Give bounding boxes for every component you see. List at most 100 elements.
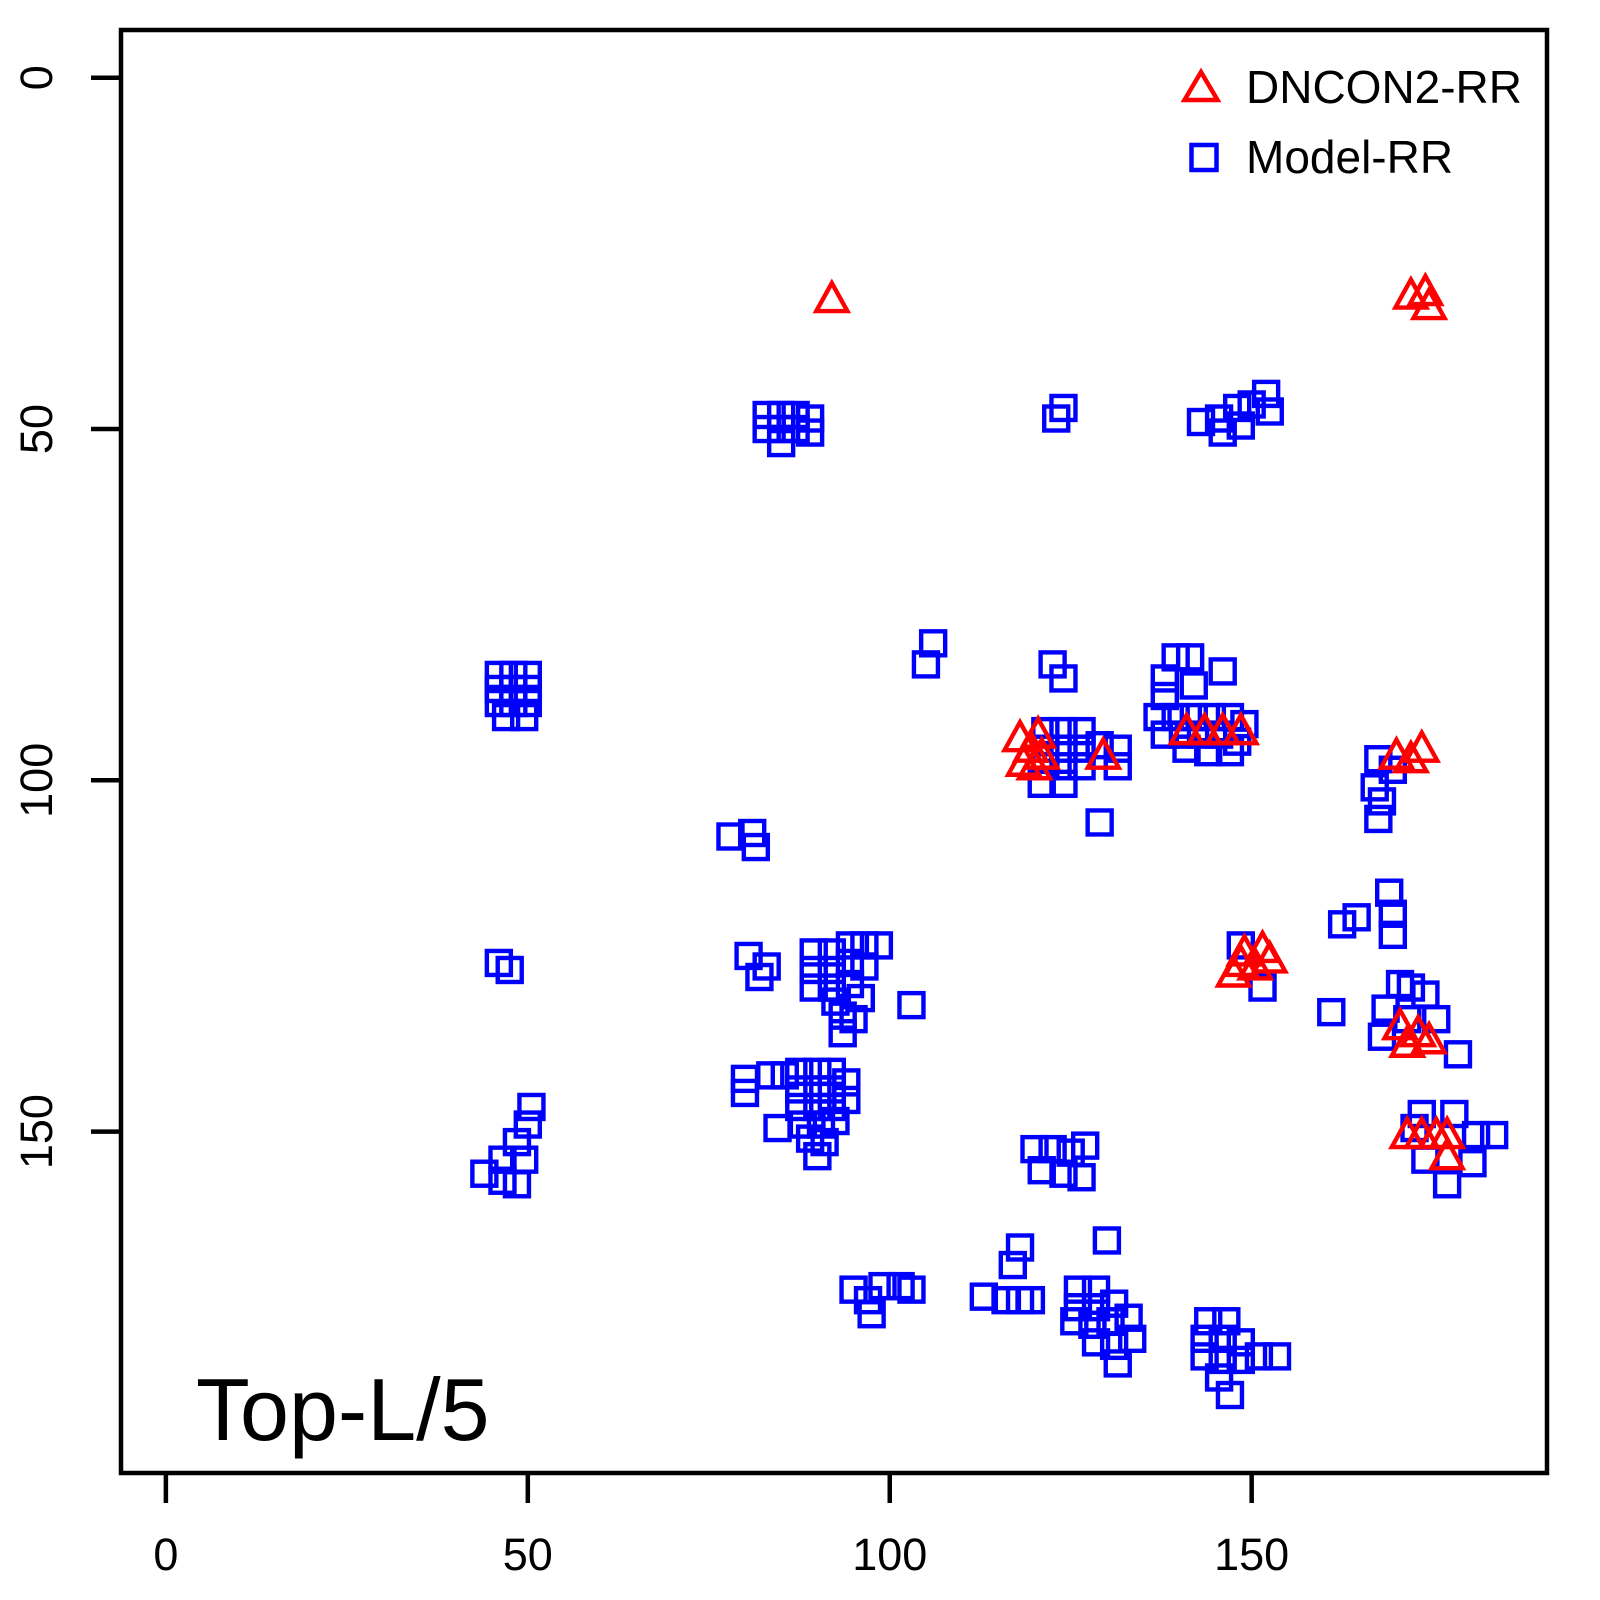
model-rr-point xyxy=(795,1124,825,1153)
model-rr-point xyxy=(502,1127,532,1157)
dncon2-rr-point xyxy=(1214,952,1253,988)
y-tick-label: 0 xyxy=(11,65,62,90)
y-tick-label: 100 xyxy=(11,743,62,818)
model-rr-point xyxy=(1215,1380,1245,1410)
model-rr-point xyxy=(803,1075,832,1104)
dncon2-rr-point xyxy=(1084,735,1123,770)
model-rr-point xyxy=(1317,997,1346,1027)
model-rr-point xyxy=(1172,734,1201,763)
model-rr-point xyxy=(969,1282,999,1311)
model-rr-point xyxy=(470,1159,499,1188)
model-rr-point xyxy=(517,1092,546,1122)
plot-title: Top-L/5 xyxy=(196,1360,490,1459)
model-rr-point xyxy=(1208,657,1237,686)
model-rr-point xyxy=(509,702,539,732)
model-rr-point xyxy=(1092,1226,1122,1255)
model-rr-point xyxy=(1190,1342,1219,1371)
dncon2-rr-point xyxy=(1406,271,1445,307)
model-rr-point xyxy=(1215,738,1245,767)
model-rr-point xyxy=(1194,1307,1223,1336)
y-tick-label: 150 xyxy=(11,1094,62,1169)
y-axis: 0 50 100 150 xyxy=(11,65,121,1169)
model-rr-point xyxy=(1049,1159,1078,1188)
model-rr-point xyxy=(1327,910,1357,939)
dncon2-rr-point xyxy=(1236,945,1275,981)
model-rr-point xyxy=(1458,1148,1487,1178)
model-rr-point xyxy=(1063,1275,1093,1304)
model-rr-point xyxy=(799,938,828,967)
legend-label-dncon2: DNCON2-RR xyxy=(1246,61,1522,113)
model-rr-point xyxy=(918,629,948,658)
model-rr-point xyxy=(1049,769,1078,799)
model-rr-point xyxy=(766,428,796,458)
model-rr-point xyxy=(835,948,865,978)
model-rr-point xyxy=(1212,1307,1241,1336)
model-rr-point xyxy=(785,1057,814,1087)
legend-label-model: Model-RR xyxy=(1246,131,1453,183)
dncon2-rr-series xyxy=(812,271,1467,1171)
model-rr-point xyxy=(850,931,879,960)
model-rr-point xyxy=(1081,1328,1111,1357)
model-rr-point xyxy=(1208,1324,1237,1354)
model-rr-point xyxy=(756,1061,785,1090)
model-rr-point xyxy=(1016,1285,1046,1315)
model-rr-point xyxy=(1367,787,1397,816)
model-rr-point xyxy=(1226,931,1256,960)
model-rr-point xyxy=(763,1113,792,1143)
model-rr-point xyxy=(897,990,926,1020)
model-rr-point xyxy=(911,650,941,679)
model-rr-point xyxy=(1364,804,1393,834)
model-rr-point xyxy=(1027,769,1056,799)
model-rr-point xyxy=(1060,1307,1089,1336)
model-rr-point xyxy=(1208,1345,1237,1375)
dncon2-rr-point xyxy=(1203,710,1242,746)
model-rr-point xyxy=(1190,1324,1219,1354)
model-rr-point xyxy=(835,931,865,960)
model-rr-point xyxy=(1342,903,1371,932)
dncon2-rr-point xyxy=(1391,738,1431,774)
model-rr-point xyxy=(1179,671,1208,700)
model-rr-point xyxy=(1049,716,1078,746)
model-rr-point xyxy=(897,1275,926,1304)
model-rr-point xyxy=(745,962,774,992)
model-rr-point xyxy=(1070,1131,1100,1160)
dncon2-rr-point xyxy=(1427,1114,1467,1150)
plot-border xyxy=(118,27,1550,1476)
model-rr-point xyxy=(1099,1331,1129,1361)
model-rr-point xyxy=(832,1068,861,1097)
dncon2-rr-point xyxy=(1250,938,1289,974)
model-rr-point xyxy=(730,1078,760,1108)
model-rr-point xyxy=(1067,1163,1096,1192)
model-rr-point xyxy=(868,1271,897,1301)
model-rr-point xyxy=(1114,1303,1143,1332)
model-rr-point xyxy=(785,1092,814,1122)
dncon2-rr-point xyxy=(1409,1019,1449,1055)
model-rr-point xyxy=(1049,664,1078,693)
model-rr-point xyxy=(1042,404,1071,433)
triangle-icon xyxy=(1180,67,1222,103)
model-rr-point xyxy=(1143,702,1172,732)
model-rr-point xyxy=(741,832,771,862)
model-rr-point xyxy=(857,1300,886,1329)
model-rr-point xyxy=(1422,1004,1451,1034)
dncon2-rr-point xyxy=(1409,285,1449,321)
x-tick-label: 100 xyxy=(852,1529,927,1580)
model-rr-series xyxy=(470,379,1509,1410)
model-rr-point xyxy=(1078,1310,1107,1339)
model-rr-point xyxy=(488,1166,517,1195)
model-rr-point xyxy=(1251,379,1281,409)
square-icon xyxy=(1189,142,1219,173)
model-rr-point xyxy=(1067,734,1096,763)
model-rr-point xyxy=(864,931,894,960)
dncon2-rr-point xyxy=(1185,710,1224,746)
model-rr-point xyxy=(1440,1099,1469,1129)
model-rr-point xyxy=(1027,1156,1056,1185)
model-rr-point xyxy=(1396,973,1426,1002)
model-rr-point xyxy=(803,1141,832,1171)
dncon2-rr-point xyxy=(1388,1023,1427,1058)
model-rr-point xyxy=(1479,1120,1509,1150)
x-tick-label: 0 xyxy=(153,1529,178,1580)
model-rr-point xyxy=(1255,397,1284,426)
legend: DNCON2-RR Model-RR xyxy=(1180,61,1522,183)
